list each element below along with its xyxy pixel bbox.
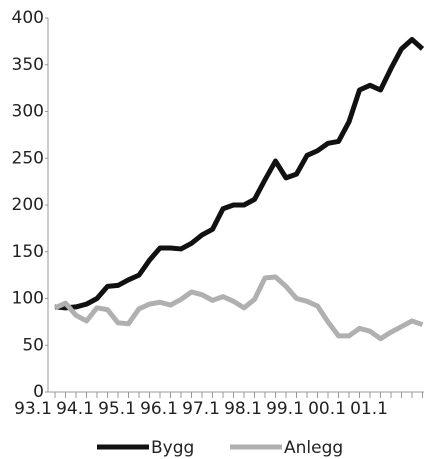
x-tick-label: 98.1	[224, 399, 262, 419]
x-tick-label: 95.1	[98, 399, 136, 419]
y-tick-label: 200	[12, 195, 44, 215]
y-tick-label: 150	[12, 242, 44, 262]
x-tick-label: 99.1	[266, 399, 304, 419]
y-tick-label: 350	[12, 55, 44, 75]
x-tick-label: 94.1	[56, 399, 94, 419]
x-tick-label: 96.1	[140, 399, 178, 419]
legend-label: Bygg	[151, 438, 194, 458]
x-tick-label: 01.1	[350, 399, 388, 419]
y-tick-label: 50	[22, 335, 44, 355]
y-tick-label: 300	[12, 102, 44, 122]
y-tick-label: 0	[33, 382, 44, 402]
legend-label: Anlegg	[284, 438, 343, 458]
x-tick-label: 00.1	[308, 399, 346, 419]
y-tick-label: 100	[12, 289, 44, 309]
series-line	[54, 37, 424, 311]
y-tick-label: 400	[12, 8, 44, 28]
y-tick-label: 250	[12, 148, 44, 168]
series-line	[53, 274, 424, 342]
x-tick-label: 93.1	[14, 399, 52, 419]
x-tick-label: 97.1	[182, 399, 220, 419]
